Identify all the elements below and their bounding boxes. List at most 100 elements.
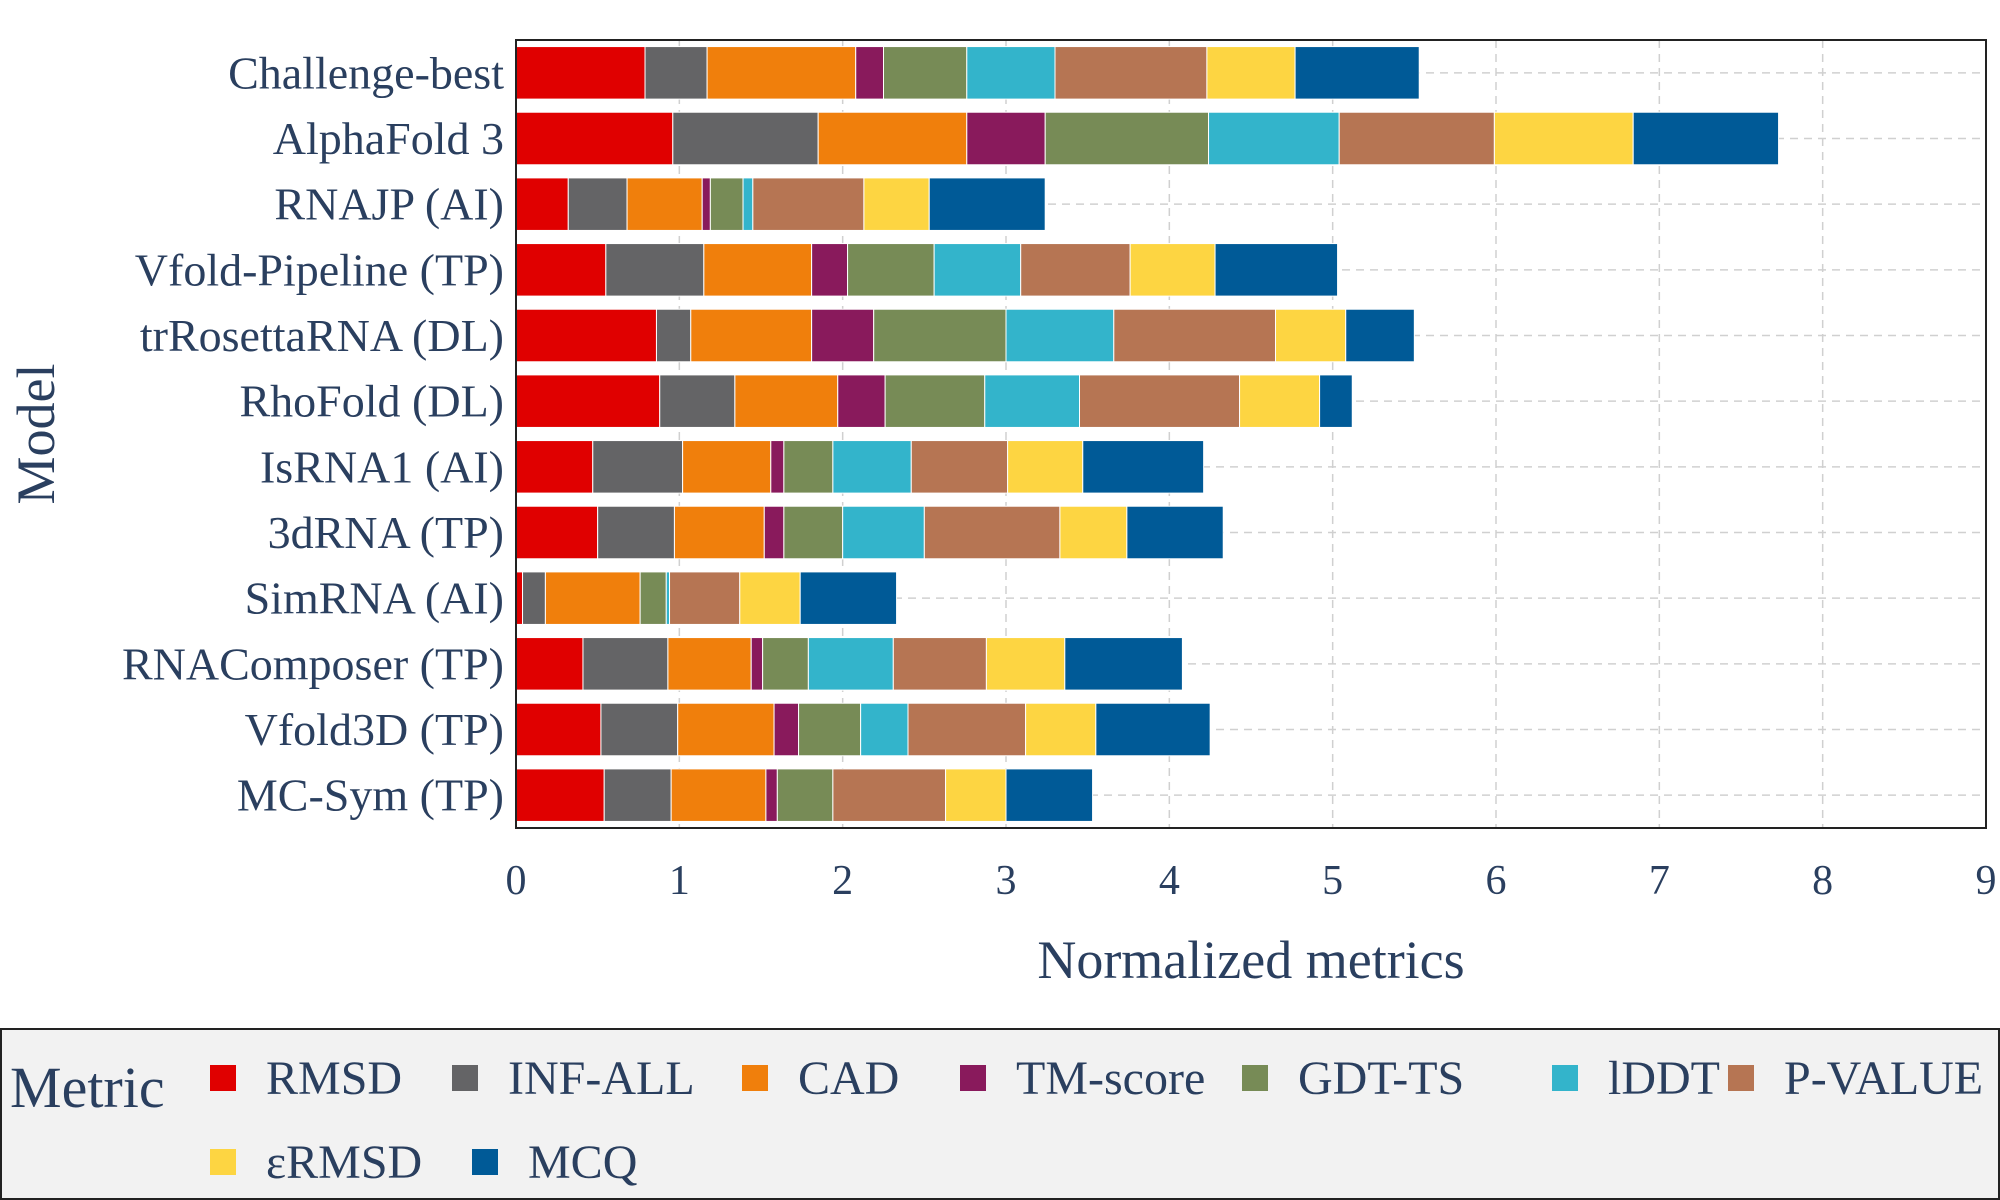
bar-segment bbox=[667, 637, 752, 691]
bar-segment bbox=[673, 505, 765, 560]
bar-segment bbox=[1059, 505, 1128, 560]
bar-segment bbox=[763, 505, 785, 560]
legend-item: εRMSD bbox=[210, 1132, 422, 1192]
bar-segment bbox=[709, 177, 744, 231]
bar-segment bbox=[677, 702, 775, 757]
bar-segment bbox=[672, 111, 819, 166]
bar-segment bbox=[734, 374, 839, 428]
legend-label: MCQ bbox=[528, 1135, 638, 1189]
bar-segment bbox=[873, 308, 1007, 363]
legend-item: RMSD bbox=[210, 1048, 402, 1108]
bar-segment bbox=[1206, 46, 1296, 100]
bar-segment bbox=[863, 177, 930, 231]
bar-segment bbox=[1126, 505, 1224, 560]
legend-item: MCQ bbox=[472, 1132, 637, 1192]
bar-segment bbox=[817, 111, 968, 166]
legend-item: P-VALUE bbox=[1728, 1048, 1983, 1108]
legend-label: P-VALUE bbox=[1784, 1051, 1984, 1105]
bar-segment bbox=[515, 702, 602, 757]
bar-segment bbox=[847, 243, 935, 297]
bar-segment bbox=[832, 440, 912, 494]
legend-title: Metric bbox=[10, 1055, 165, 1120]
category-label: 3dRNA (TP) bbox=[268, 507, 504, 558]
legend-swatch bbox=[1728, 1065, 1754, 1091]
category-label: SimRNA (AI) bbox=[245, 573, 504, 624]
bar-segment bbox=[811, 243, 849, 297]
bar-segment bbox=[515, 637, 584, 691]
bar-segment bbox=[945, 768, 1007, 822]
x-tick-labels: 0 1 2 3 4 5 6 7 8 9 bbox=[506, 858, 1997, 904]
bar-segment bbox=[515, 374, 661, 428]
legend-label: INF-ALL bbox=[508, 1051, 695, 1105]
legend-swatch bbox=[210, 1149, 236, 1175]
bar-segment bbox=[600, 702, 679, 757]
bar-segment bbox=[752, 177, 865, 231]
legend-swatch bbox=[960, 1065, 986, 1091]
legend-swatch bbox=[1242, 1065, 1268, 1091]
bar-segment bbox=[706, 46, 857, 100]
bar-segment bbox=[842, 505, 925, 560]
bar-segment bbox=[515, 768, 605, 822]
bar-segment bbox=[582, 637, 669, 691]
bar-segment bbox=[966, 46, 1056, 100]
bar-segment bbox=[892, 637, 987, 691]
bar-segment bbox=[811, 308, 875, 363]
bar-segment bbox=[837, 374, 886, 428]
bar-segment bbox=[860, 702, 909, 757]
legend-item: TM-score bbox=[960, 1048, 1205, 1108]
bar-segment bbox=[1082, 440, 1205, 494]
bar-segment bbox=[1005, 768, 1094, 822]
bar-segment bbox=[669, 571, 741, 625]
bar-segment bbox=[807, 637, 894, 691]
bar-segment bbox=[907, 702, 1027, 757]
bar-segment bbox=[1275, 308, 1347, 363]
bar-segment bbox=[605, 243, 705, 297]
category-label: MC-Sym (TP) bbox=[237, 770, 504, 821]
bar-segment bbox=[923, 505, 1061, 560]
bar-segment bbox=[783, 440, 834, 494]
legend-label: RMSD bbox=[266, 1051, 403, 1105]
bar-segment bbox=[985, 637, 1066, 691]
bar-segment bbox=[659, 374, 736, 428]
bar-segment bbox=[1239, 374, 1321, 428]
x-tick-label: 2 bbox=[832, 858, 853, 904]
bar-segment bbox=[855, 46, 885, 100]
x-tick-label: 9 bbox=[1976, 858, 1997, 904]
category-labels: Challenge-best AlphaFold 3 RNAJP (AI) Vfold… bbox=[122, 47, 504, 820]
bar-segment bbox=[1319, 374, 1353, 428]
bar-segment bbox=[1005, 308, 1115, 363]
legend: Metric RMSD INF-ALL CAD TM-score GDT-TS lDDT P… bbox=[0, 1028, 2000, 1200]
category-label: Challenge-best bbox=[228, 47, 504, 98]
bar-segment bbox=[515, 243, 607, 297]
bar-segment bbox=[1054, 46, 1208, 100]
bar-segment bbox=[773, 702, 800, 757]
legend-swatch bbox=[210, 1065, 236, 1091]
bar-segment bbox=[690, 308, 813, 363]
bar-segment bbox=[1020, 243, 1131, 297]
bar-segment bbox=[515, 308, 657, 363]
category-label: RNAJP (AI) bbox=[274, 179, 504, 230]
bar-segment bbox=[1493, 111, 1634, 166]
stacked-bar-chart: Challenge-best AlphaFold 3 RNAJP (AI) Vfold… bbox=[6, 39, 1997, 990]
bar-segment bbox=[928, 177, 1046, 231]
bar-segment bbox=[597, 505, 675, 560]
bar-segment bbox=[1294, 46, 1420, 100]
bar-segment bbox=[765, 768, 778, 822]
bar-segment bbox=[1129, 243, 1216, 297]
bar-segment bbox=[1214, 243, 1339, 297]
bar-segment bbox=[544, 571, 641, 625]
bar-segment bbox=[742, 177, 754, 231]
legend-item: CAD bbox=[742, 1048, 899, 1108]
bar-segment bbox=[515, 505, 599, 560]
bar-segment bbox=[832, 768, 947, 822]
bar-segment bbox=[1208, 111, 1340, 166]
bar-segment bbox=[603, 768, 672, 822]
bar-segment bbox=[799, 571, 898, 625]
bar-segment bbox=[626, 177, 703, 231]
bar-segment bbox=[1632, 111, 1780, 166]
bar-segment bbox=[1338, 111, 1495, 166]
bar-segment bbox=[515, 111, 674, 166]
bar-segment bbox=[567, 177, 628, 231]
legend-swatch bbox=[742, 1065, 768, 1091]
bar-segment bbox=[644, 46, 708, 100]
